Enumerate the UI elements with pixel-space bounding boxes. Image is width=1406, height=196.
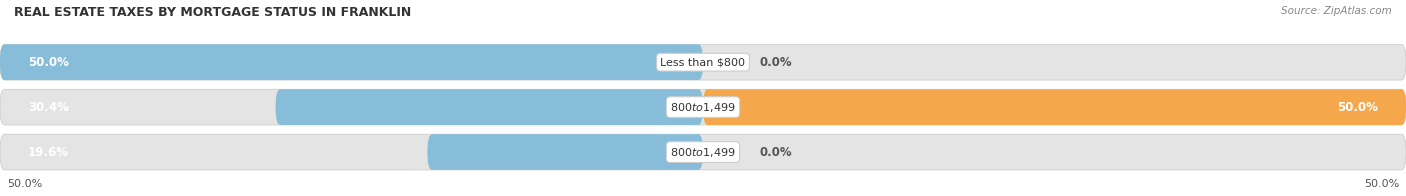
Text: Source: ZipAtlas.com: Source: ZipAtlas.com (1281, 6, 1392, 16)
Text: $800 to $1,499: $800 to $1,499 (671, 146, 735, 159)
Text: 0.0%: 0.0% (759, 146, 792, 159)
Text: 19.6%: 19.6% (28, 146, 69, 159)
Text: 50.0%: 50.0% (28, 56, 69, 69)
Text: 50.0%: 50.0% (7, 179, 42, 189)
FancyBboxPatch shape (0, 44, 1406, 80)
FancyBboxPatch shape (0, 89, 1406, 125)
Text: $800 to $1,499: $800 to $1,499 (671, 101, 735, 114)
FancyBboxPatch shape (0, 44, 703, 80)
FancyBboxPatch shape (276, 89, 703, 125)
Text: 0.0%: 0.0% (759, 56, 792, 69)
Text: Less than $800: Less than $800 (661, 57, 745, 67)
Text: 50.0%: 50.0% (1364, 179, 1399, 189)
FancyBboxPatch shape (0, 134, 1406, 170)
Text: 30.4%: 30.4% (28, 101, 69, 114)
FancyBboxPatch shape (427, 134, 703, 170)
FancyBboxPatch shape (703, 89, 1406, 125)
Text: REAL ESTATE TAXES BY MORTGAGE STATUS IN FRANKLIN: REAL ESTATE TAXES BY MORTGAGE STATUS IN … (14, 6, 412, 19)
Text: 50.0%: 50.0% (1337, 101, 1378, 114)
